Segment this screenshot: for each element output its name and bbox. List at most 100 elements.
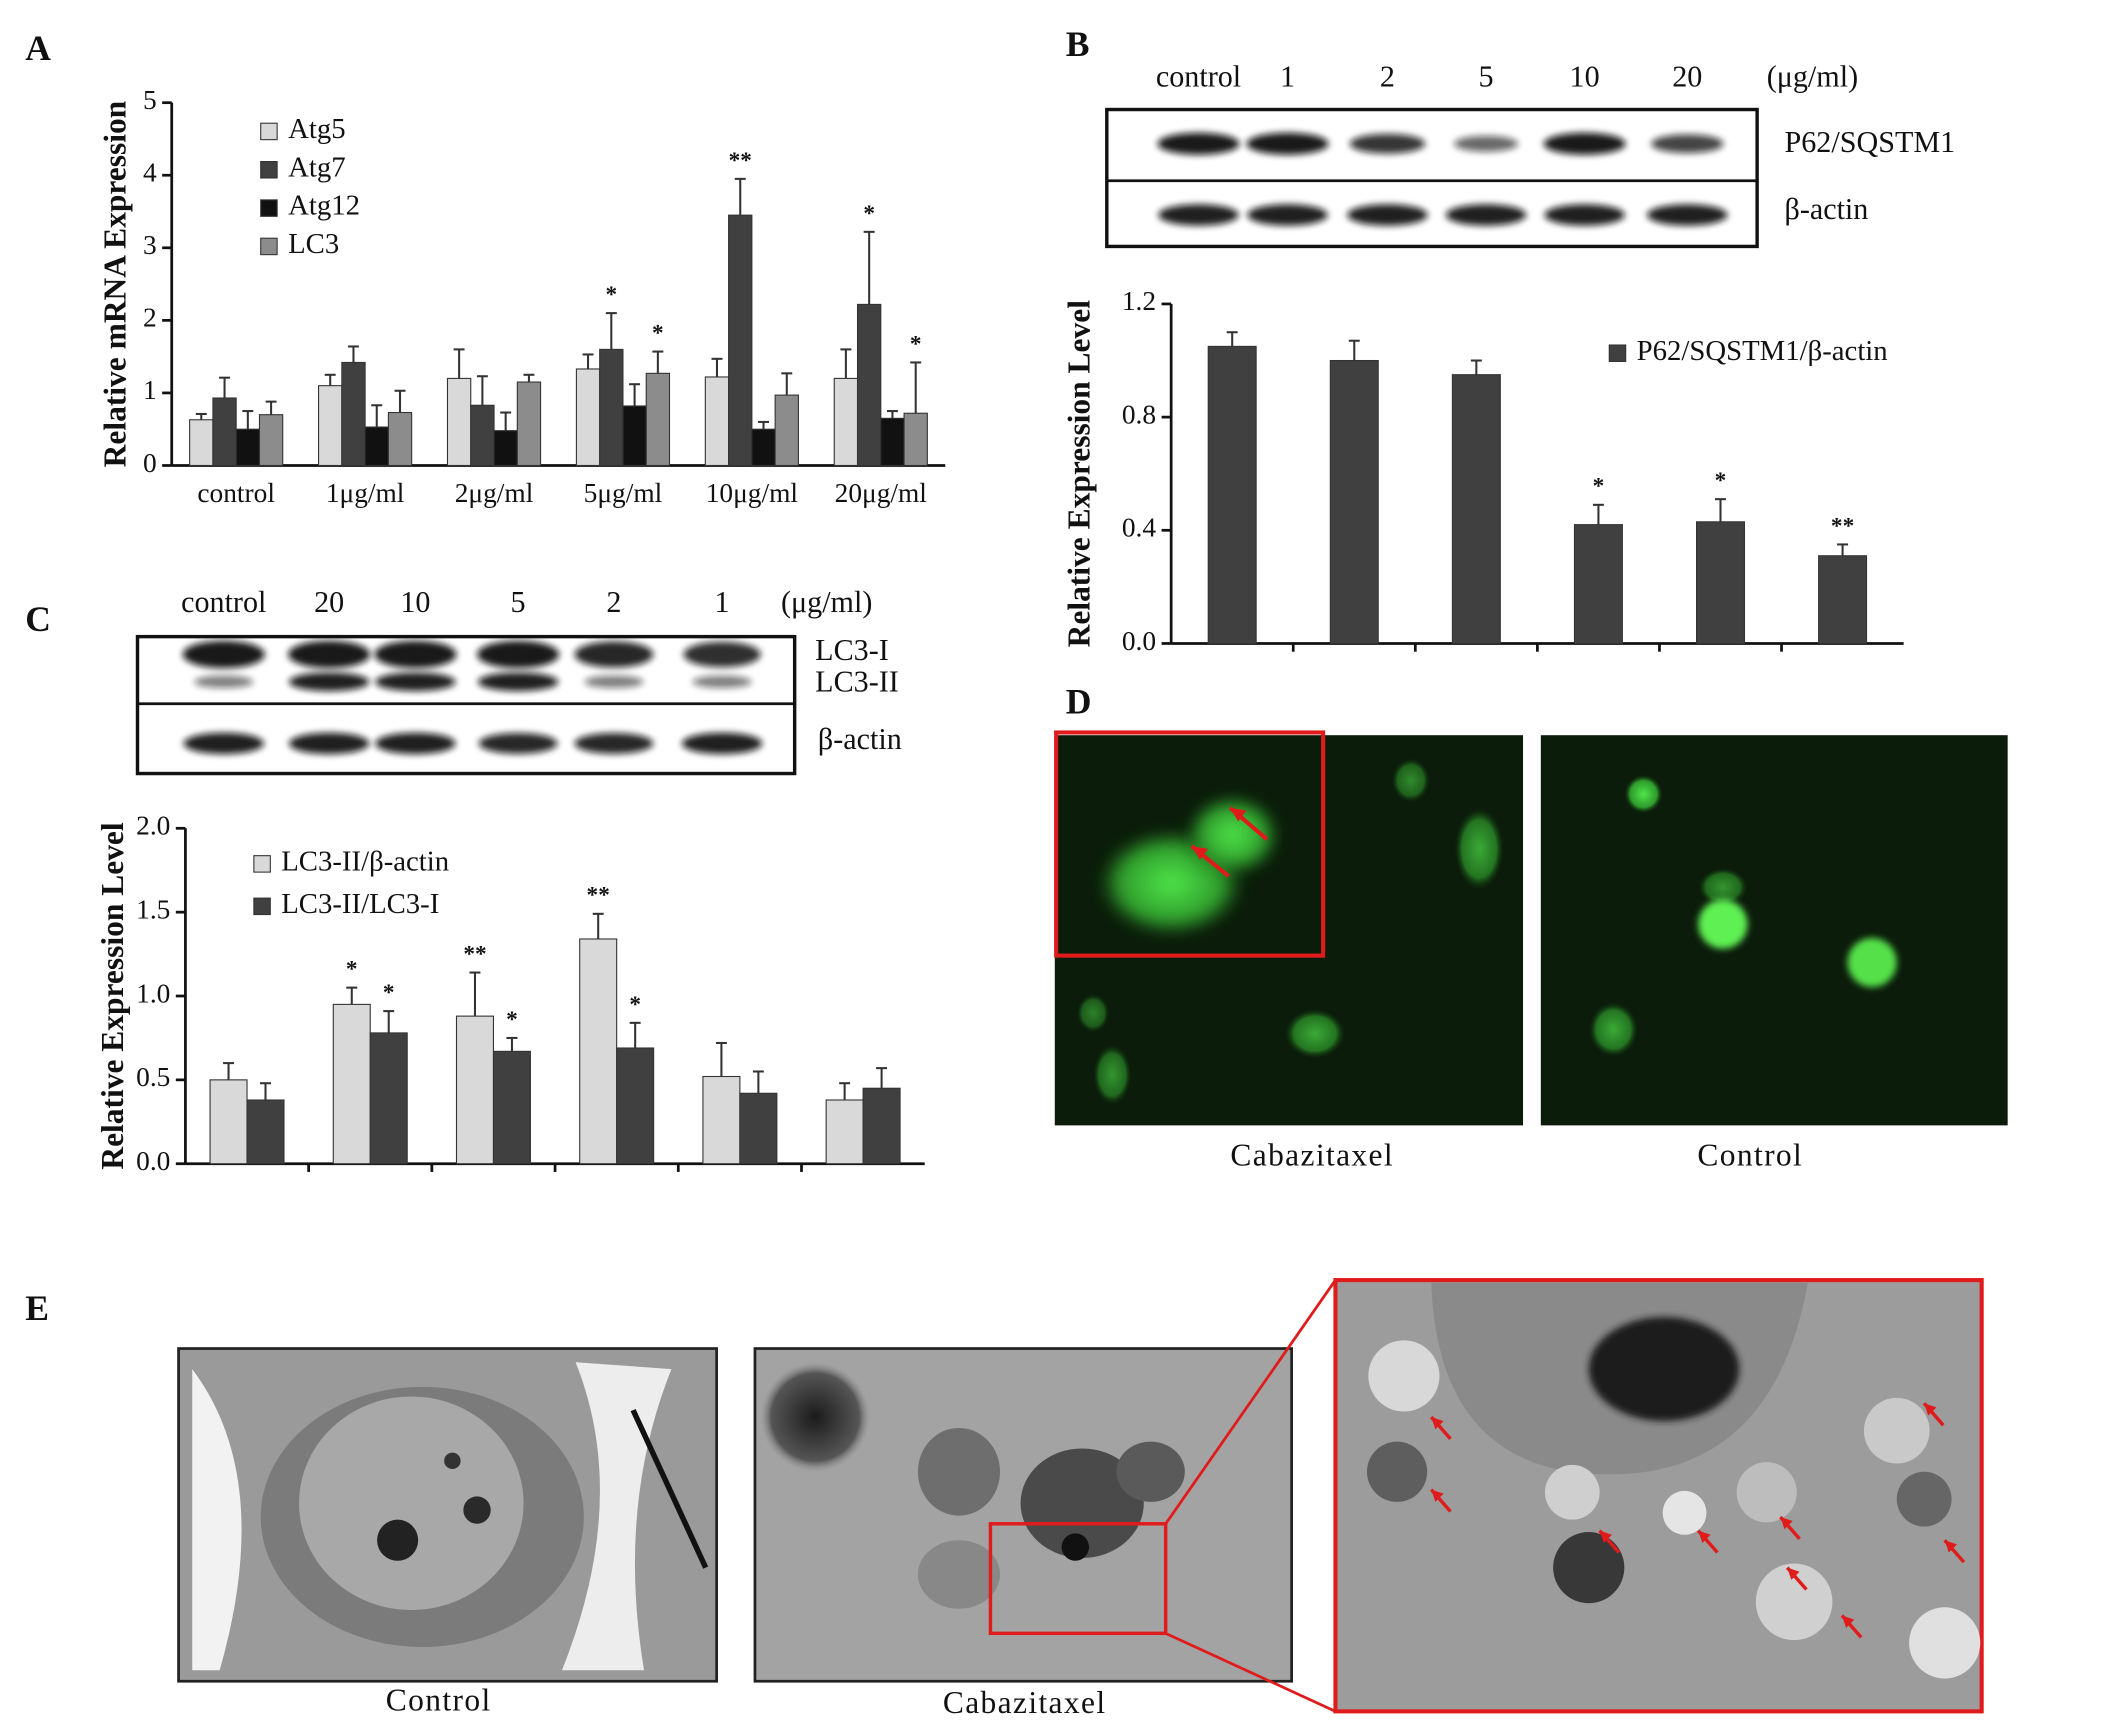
bar bbox=[446, 377, 472, 467]
lane-label: 1 bbox=[1280, 59, 1295, 93]
image-caption: Control bbox=[1697, 1137, 1803, 1172]
y-tick-label: 5 bbox=[143, 85, 157, 115]
bar bbox=[622, 405, 647, 467]
bar bbox=[880, 417, 905, 467]
bar bbox=[599, 348, 624, 467]
y-tick-label: 0.0 bbox=[136, 1146, 170, 1176]
y-tick-label: 3 bbox=[143, 230, 157, 260]
blot-band bbox=[1158, 204, 1239, 226]
legend-swatch bbox=[253, 855, 271, 873]
bar bbox=[833, 377, 859, 467]
blot-band bbox=[288, 732, 370, 755]
blot-band bbox=[183, 732, 265, 755]
arrow-head bbox=[1599, 1530, 1613, 1543]
bar bbox=[579, 938, 618, 1165]
lane-label: 2 bbox=[1380, 59, 1395, 93]
significance: * bbox=[506, 1007, 518, 1033]
em-image bbox=[753, 1347, 1294, 1683]
bar bbox=[470, 404, 495, 467]
bar bbox=[516, 381, 542, 467]
bar bbox=[1329, 359, 1379, 645]
y-tick-label: 0.0 bbox=[1122, 626, 1156, 656]
lane-label: 2 bbox=[606, 585, 621, 619]
significance: * bbox=[652, 320, 664, 346]
legend-label: Atg7 bbox=[288, 151, 346, 183]
blot-band bbox=[1247, 204, 1328, 226]
blot-band bbox=[681, 732, 763, 755]
band-label: P62/SQSTM1 bbox=[1785, 125, 1956, 159]
image-caption: Cabazitaxel bbox=[943, 1685, 1107, 1720]
bar bbox=[258, 414, 284, 467]
blot-band bbox=[1349, 133, 1426, 154]
legend-swatch bbox=[260, 161, 278, 179]
y-tick-label: 1.5 bbox=[136, 894, 170, 924]
image-caption: Cabazitaxel bbox=[1230, 1137, 1394, 1172]
lane-label: 1 bbox=[715, 585, 730, 619]
blot-band bbox=[584, 675, 644, 689]
bar bbox=[341, 361, 366, 467]
panel-letter: E bbox=[25, 1288, 49, 1328]
blot-band bbox=[1445, 204, 1527, 226]
significance: * bbox=[383, 980, 395, 1006]
y-tick-label: 1 bbox=[143, 375, 157, 405]
bar bbox=[728, 214, 753, 467]
panel-letter: B bbox=[1066, 24, 1090, 64]
bar bbox=[493, 430, 518, 467]
blot-band bbox=[1651, 134, 1724, 154]
bar bbox=[455, 1015, 495, 1165]
bar bbox=[189, 419, 214, 467]
significance: * bbox=[1715, 468, 1727, 494]
bar bbox=[1818, 555, 1868, 645]
y-tick-label: 2.0 bbox=[136, 811, 170, 841]
y-tick-label: 0.4 bbox=[1122, 513, 1157, 543]
panel-letter: D bbox=[1066, 681, 1092, 721]
blot-band bbox=[1454, 135, 1519, 152]
panel-letter: A bbox=[25, 28, 51, 68]
legend-swatch bbox=[260, 199, 278, 217]
bar bbox=[1207, 345, 1257, 645]
legend-label: LC3-II/LC3-I bbox=[281, 888, 439, 920]
bar bbox=[704, 376, 730, 467]
y-tick-label: 0.8 bbox=[1122, 399, 1156, 429]
band-label: LC3-II bbox=[815, 664, 899, 698]
em-zoom-image bbox=[1333, 1278, 1984, 1714]
bar bbox=[332, 1003, 371, 1165]
bar bbox=[209, 1079, 248, 1165]
blot-band bbox=[692, 675, 752, 689]
blot-band bbox=[574, 641, 654, 668]
x-tick-label: 1μg/ml bbox=[326, 478, 405, 508]
em-image bbox=[177, 1347, 718, 1683]
y-tick-label: 0.5 bbox=[136, 1062, 170, 1092]
arrow-head bbox=[1431, 1417, 1444, 1430]
legend-label: Atg12 bbox=[288, 190, 360, 222]
bar bbox=[702, 1075, 741, 1165]
significance: * bbox=[910, 331, 922, 357]
arrow-head bbox=[1698, 1530, 1711, 1543]
western-blot bbox=[135, 634, 797, 776]
bar bbox=[774, 394, 799, 467]
x-tick-label: control bbox=[197, 478, 275, 508]
band-label: LC3-I bbox=[815, 633, 889, 667]
significance: * bbox=[346, 957, 358, 983]
bar bbox=[616, 1047, 655, 1165]
blot-band bbox=[1347, 204, 1428, 226]
blot-band bbox=[683, 641, 761, 668]
y-axis-title: Relative Expression Level bbox=[95, 822, 130, 1170]
significance: * bbox=[605, 282, 617, 308]
lane-label: 20 bbox=[1672, 59, 1702, 93]
bar bbox=[235, 428, 261, 467]
blot-band bbox=[182, 640, 265, 669]
blot-band bbox=[374, 640, 457, 669]
band-label: β-actin bbox=[1785, 192, 1869, 226]
bar bbox=[387, 411, 413, 467]
image-caption: Control bbox=[386, 1682, 492, 1717]
bar bbox=[1451, 374, 1501, 645]
legend-swatch bbox=[260, 122, 278, 141]
bar bbox=[246, 1099, 285, 1165]
y-axis-title: Relative Expression Level bbox=[1061, 300, 1096, 648]
blot-band bbox=[375, 672, 456, 692]
significance: ** bbox=[587, 883, 610, 909]
bar bbox=[825, 1099, 864, 1165]
significance: ** bbox=[1831, 513, 1854, 539]
arrow-head bbox=[1431, 1489, 1444, 1502]
